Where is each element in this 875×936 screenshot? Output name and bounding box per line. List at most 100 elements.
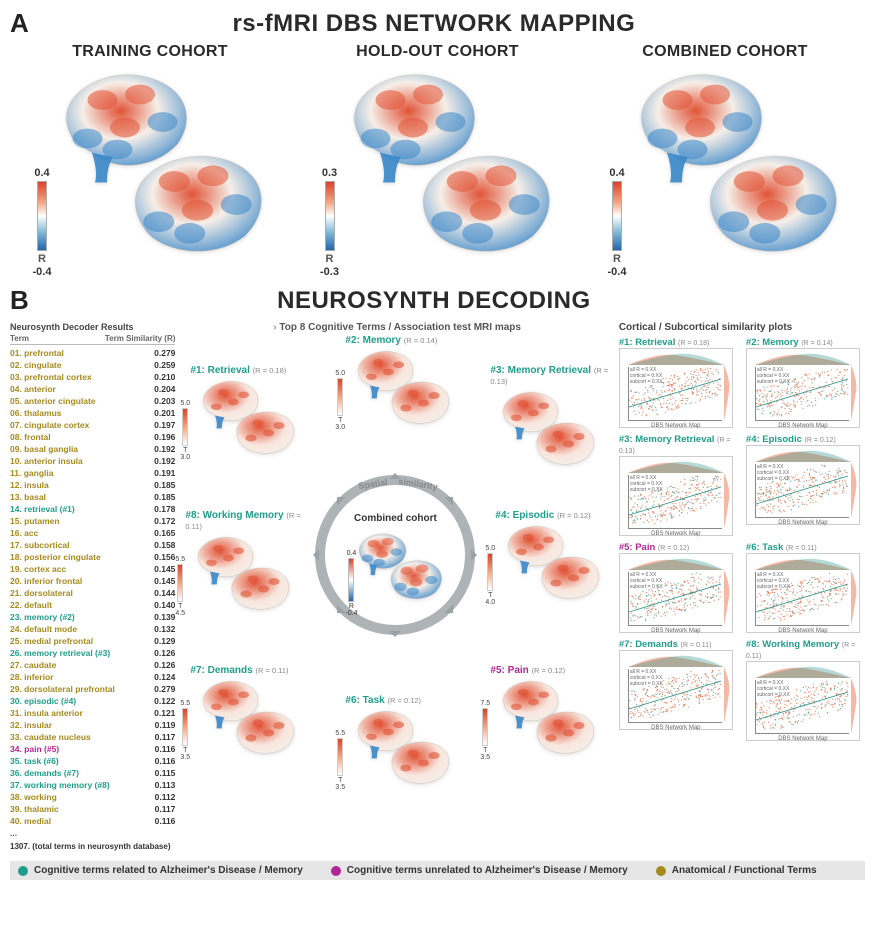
- circle-colorbar: 0.4 R -0.4: [345, 550, 357, 617]
- term-name: 24. default mode: [10, 623, 77, 635]
- plot-xlabel: DBS Network Map: [651, 725, 700, 731]
- similarity-plot-8: #8: Working Memory (R = 0.11) all R = 0.…: [746, 639, 864, 741]
- cohort-row: TRAINING COHORT 0.4 R -0.4 HOLD-OUT COHO…: [10, 43, 865, 267]
- term-row: 08. frontal0.196: [10, 431, 175, 443]
- term-value: 0.165: [154, 527, 175, 539]
- circle-title: Combined cohort: [325, 513, 465, 524]
- plot-box: all R = 0.XXcortical = 0.XXsubcort = 0.X…: [619, 456, 733, 536]
- brain-pair: 0.3 R -0.3: [308, 67, 568, 267]
- term-name: 12. insula: [10, 479, 49, 491]
- mini-map-title: #8: Working Memory (R = 0.11): [185, 510, 305, 532]
- legend-dot-icon: [656, 866, 666, 876]
- cbar-bar: [612, 181, 622, 251]
- mini-colorbar: 5.5T4.5: [175, 556, 185, 617]
- plot-title: #2: Memory (R = 0.14): [746, 337, 864, 348]
- circle-brain: [353, 531, 453, 601]
- term-name: 22. default: [10, 599, 52, 611]
- term-row: 26. memory retrieval (#3)0.126: [10, 647, 175, 659]
- term-row: 02. cingulate0.259: [10, 359, 175, 371]
- term-value: 0.129: [154, 635, 175, 647]
- center-circle: Spatial similarity Combined cohort 0.4 R…: [315, 475, 475, 635]
- term-total-note: 1307. (total terms in neurosynth databas…: [10, 842, 175, 851]
- cbar-label: R: [312, 253, 348, 265]
- plot-marginal-right: [724, 570, 732, 630]
- term-value: 0.204: [154, 383, 175, 395]
- mini-map-title: #1: Retrieval (R = 0.18): [190, 365, 310, 376]
- circle-cbar-r: R: [345, 603, 357, 610]
- mini-brain-pair: 5.0T4.0: [495, 523, 605, 593]
- term-row: 30. episodic (#4)0.122: [10, 695, 175, 707]
- term-name: 31. insula anterior: [10, 707, 83, 719]
- term-row: 19. cortex acc0.145: [10, 563, 175, 575]
- term-name: 33. caudate nucleus: [10, 731, 91, 743]
- panel-b: B NEUROSYNTH DECODING Neurosynth Decoder…: [10, 285, 865, 851]
- term-value: 0.192: [154, 455, 175, 467]
- term-row: 34. pain (#5)0.116: [10, 743, 175, 755]
- similarity-plot-4: #4: Episodic (R = 0.12) all R = 0.XXcort…: [746, 434, 864, 536]
- term-value: 0.139: [154, 611, 175, 623]
- panel-a: A rs-fMRI DBS NETWORK MAPPING TRAINING C…: [10, 8, 865, 267]
- brain-pair: 0.4 R -0.4: [595, 67, 855, 267]
- term-row: 29. dorsolateral prefrontal0.279: [10, 683, 175, 695]
- term-value: 0.279: [154, 683, 175, 695]
- term-name: 38. working: [10, 791, 57, 803]
- term-col-term: Term: [10, 334, 29, 343]
- similarity-plot-7: #7: Demands (R = 0.11) all R = 0.XXcorti…: [619, 639, 737, 741]
- term-name: 03. prefrontal cortex: [10, 371, 92, 383]
- term-row: 36. demands (#7)0.115: [10, 767, 175, 779]
- panel-b-body: Neurosynth Decoder Results Term Term Sim…: [10, 322, 865, 851]
- term-value: 0.158: [154, 539, 175, 551]
- circle-arrow-icon: [329, 604, 346, 621]
- circle-arrow-icon: [307, 549, 319, 561]
- right-column: Cortical / Subcortical similarity plots …: [619, 322, 865, 851]
- plot-box: all R = 0.XXcortical = 0.XXsubcort = 0.X…: [619, 348, 733, 428]
- mini-map-8: #8: Working Memory (R = 0.11) 5.5T4.5: [185, 510, 305, 604]
- mini-colorbar: 7.5T3.5: [480, 700, 490, 761]
- legend-row: Cognitive terms related to Alzheimer's D…: [10, 861, 865, 880]
- mini-brain-pair: 7.5T3.5: [490, 678, 600, 748]
- cbar-bot: -0.4: [24, 266, 60, 278]
- mini-map-1: #1: Retrieval (R = 0.18) 5.0T3.0: [190, 365, 310, 448]
- plot-marginal-top: [755, 664, 855, 678]
- colorbar: 0.4 R -0.4: [24, 167, 60, 278]
- term-name: 19. cortex acc: [10, 563, 66, 575]
- term-value: 0.113: [155, 779, 176, 791]
- plot-title: #6: Task (R = 0.11): [746, 542, 864, 553]
- term-name: 36. demands (#7): [10, 767, 79, 779]
- plot-marginal-top: [628, 351, 728, 365]
- term-name: 08. frontal: [10, 431, 51, 443]
- term-name: 21. dorsolateral: [10, 587, 73, 599]
- plot-title: #3: Memory Retrieval (R = 0.13): [619, 434, 737, 456]
- cbar-bot: -0.3: [312, 266, 348, 278]
- plot-box: all R = 0.XXcortical = 0.XXsubcort = 0.X…: [746, 553, 860, 633]
- term-name: 02. cingulate: [10, 359, 62, 371]
- term-name: 35. task (#6): [10, 755, 59, 767]
- circle-arrow-icon: [389, 467, 401, 479]
- term-name: ...: [10, 827, 17, 839]
- mini-brain-pair: 5.5T3.5: [190, 678, 300, 748]
- cbar-top: 0.3: [312, 167, 348, 179]
- term-table-header: Neurosynth Decoder Results: [10, 322, 175, 332]
- term-value: 0.201: [154, 407, 175, 419]
- center-subtitle-text: Top 8 Cognitive Terms / Association test…: [279, 322, 521, 333]
- term-row: 03. prefrontal cortex0.210: [10, 371, 175, 383]
- mini-map-title: #6: Task (R = 0.12): [345, 695, 465, 706]
- cohort-title: HOLD-OUT COHORT: [356, 43, 519, 61]
- plot-marginal-top: [628, 459, 728, 473]
- plot-marginal-right: [724, 473, 732, 533]
- plot-marginal-top: [755, 351, 855, 365]
- plot-xlabel: DBS Network Map: [651, 423, 700, 429]
- plot-xlabel: DBS Network Map: [778, 423, 827, 429]
- term-value: 0.185: [154, 491, 175, 503]
- term-row: 06. thalamus0.201: [10, 407, 175, 419]
- plot-xlabel: DBS Network Map: [778, 736, 827, 742]
- panel-b-letter: B: [10, 285, 29, 316]
- plot-xlabel: DBS Network Map: [651, 628, 700, 634]
- term-value: 0.116: [155, 743, 176, 755]
- term-row: 14. retrieval (#1)0.178: [10, 503, 175, 515]
- term-name: 25. medial prefrontal: [10, 635, 93, 647]
- circle-arrow-icon: [329, 489, 346, 506]
- term-name: 28. inferior: [10, 671, 53, 683]
- term-row: 21. dorsolateral0.144: [10, 587, 175, 599]
- term-row: 24. default mode0.132: [10, 623, 175, 635]
